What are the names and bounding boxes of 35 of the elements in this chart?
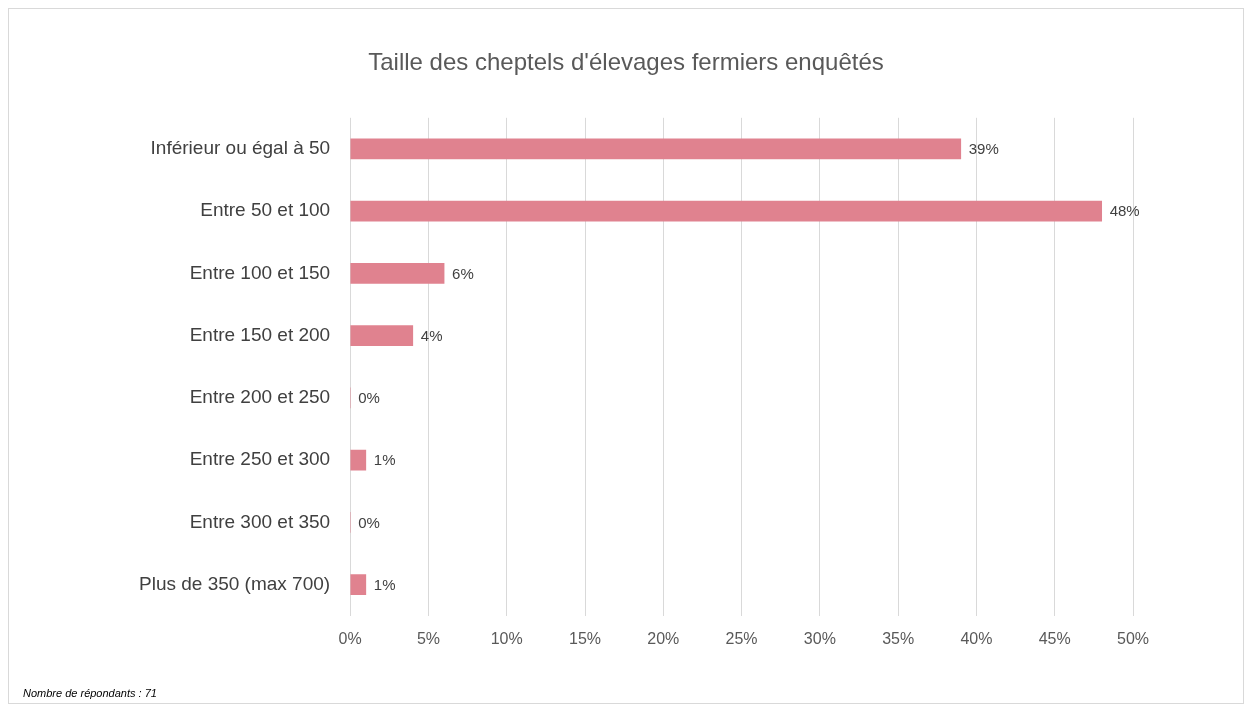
data-label: 1% xyxy=(373,451,396,469)
bar xyxy=(350,263,445,284)
text: Nombre de répondants : 71 xyxy=(23,687,157,699)
y-tick-label: Entre 50 et 100 xyxy=(200,199,331,221)
x-tick-label: 30% xyxy=(803,629,836,647)
y-tick-label: Entre 100 et 150 xyxy=(189,261,331,283)
x-tick-label: 45% xyxy=(1038,629,1071,647)
data-label: 0% xyxy=(358,513,380,531)
data-label: 48% xyxy=(1109,202,1140,220)
x-tick-label: 20% xyxy=(647,629,680,647)
x-tick-label: 35% xyxy=(882,629,915,647)
y-tick-label: Plus de 350 (max 700) xyxy=(138,572,331,594)
y-tick-label: Entre 200 et 250 xyxy=(189,386,331,408)
data-label: 0% xyxy=(358,389,380,407)
x-tick-label: 50% xyxy=(1116,629,1150,647)
data-label: 39% xyxy=(968,140,999,158)
data-label: 4% xyxy=(420,326,443,344)
bar xyxy=(350,449,367,471)
y-tick-label: Entre 150 et 200 xyxy=(189,323,331,345)
bar xyxy=(350,574,367,596)
data-label: 6% xyxy=(452,264,474,282)
bar xyxy=(350,200,1103,222)
x-tick-label: 40% xyxy=(960,629,993,647)
x-tick-label: 25% xyxy=(725,629,758,647)
bar xyxy=(350,138,962,160)
bar xyxy=(350,325,414,347)
x-tick-label: 15% xyxy=(569,629,602,647)
x-tick-label: 10% xyxy=(490,629,523,647)
data-label: 1% xyxy=(373,575,396,593)
y-tick-label: Entre 250 et 300 xyxy=(189,448,331,470)
chart-title: Taille des cheptels d'élevages fermiers enquêtés xyxy=(368,48,884,76)
x-tick-label: 0% xyxy=(338,629,362,647)
x-tick-label: 5% xyxy=(416,629,441,647)
y-tick-label: Entre 300 et 350 xyxy=(189,510,331,532)
y-tick-label: Inférieur ou égal à 50 xyxy=(150,137,331,159)
